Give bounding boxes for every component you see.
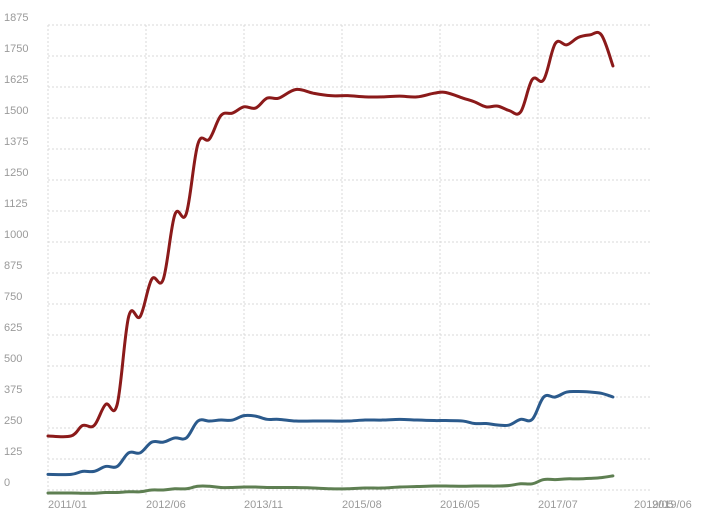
x-tick-label: 2011/01 [48,499,87,511]
y-tick-label: 1000 [4,229,28,241]
y-tick-label: 1875 [4,12,28,24]
series-line-2 [46,474,615,495]
series-layer [46,30,615,495]
y-tick-label: 1500 [4,105,28,117]
y-tick-label: 1625 [4,74,28,86]
y-tick-label: 375 [4,384,22,396]
x-tick-label: 2016/05 [440,499,480,511]
y-tick-label: 1125 [4,198,28,210]
grid-layer [47,24,650,496]
tick-layer: 0 125 250 375 500 625 750 875 1000 1125 1250 1375 15… [4,12,692,511]
y-tick-label: 1375 [4,136,28,148]
x-tick-label: 2012/06 [146,499,186,511]
y-tick-label: 250 [4,415,22,427]
x-tick-label: 2019/06 [652,499,692,511]
y-tick-label: 500 [4,353,22,365]
y-tick-label: 875 [4,260,22,272]
x-tick-label: 2017/07 [538,499,578,511]
y-tick-label: 125 [4,446,22,458]
series-line-1 [46,389,615,477]
x-tick-label: 2013/11 [244,499,283,511]
series-line-0 [46,30,615,439]
y-tick-label: 750 [4,291,22,303]
y-tick-label: 625 [4,322,22,334]
x-tick-label: 2015/08 [342,499,382,511]
y-tick-label: 1750 [4,43,28,55]
y-tick-label: 1250 [4,167,28,179]
y-tick-label: 0 [4,477,10,489]
x-tick-label: 2019/05 [634,499,674,511]
